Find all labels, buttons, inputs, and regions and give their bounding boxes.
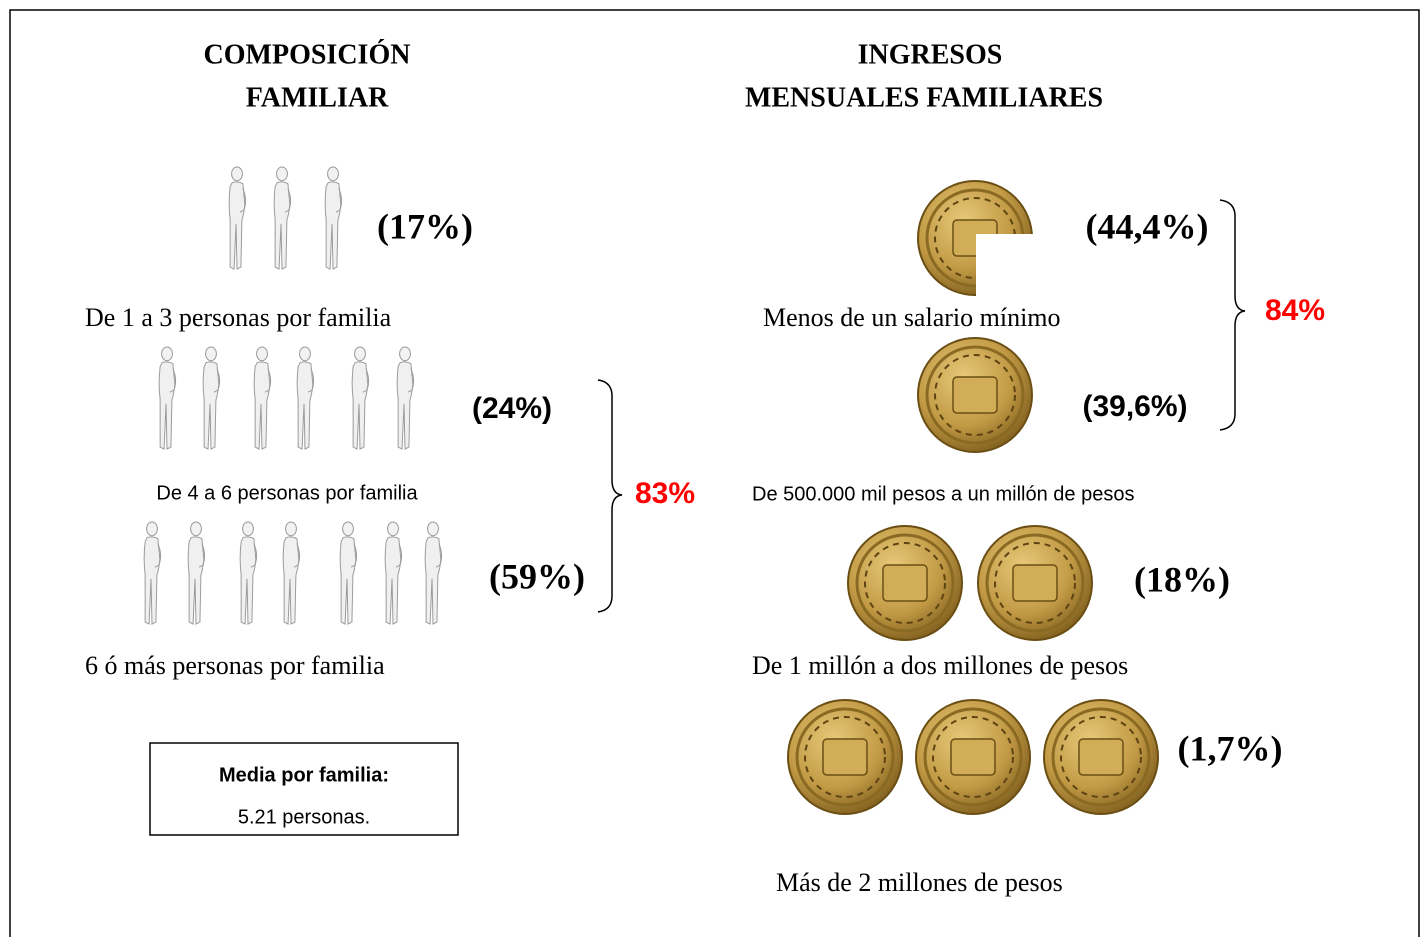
title: INGRESOS bbox=[858, 39, 1003, 70]
person-icon bbox=[274, 167, 290, 269]
coin-icon bbox=[788, 700, 902, 814]
percent: (39,6%) bbox=[1082, 390, 1187, 423]
percent: (44,4%) bbox=[1086, 206, 1209, 246]
total: 84% bbox=[1265, 294, 1325, 327]
coin-icon bbox=[918, 338, 1032, 452]
person-icon bbox=[144, 522, 160, 624]
percent: (18%) bbox=[1134, 559, 1230, 599]
person-icon bbox=[340, 522, 356, 624]
coin-icon bbox=[1044, 700, 1158, 814]
person-icon bbox=[188, 522, 204, 624]
group-label: Más de 2 millones de pesos bbox=[776, 868, 1063, 897]
percent: (24%) bbox=[472, 392, 552, 425]
percent: (17%) bbox=[377, 206, 473, 246]
brace bbox=[598, 380, 622, 612]
person-icon bbox=[203, 347, 219, 449]
person-icon bbox=[240, 522, 256, 624]
group-label: De 1 a 3 personas por familia bbox=[85, 303, 392, 332]
person-icon bbox=[425, 522, 441, 624]
coin-cutout bbox=[976, 234, 1036, 300]
person-icon bbox=[352, 347, 368, 449]
person-icon bbox=[297, 347, 313, 449]
title: COMPOSICIÓN bbox=[204, 39, 411, 70]
group-label: De 4 a 6 personas por familia bbox=[156, 482, 418, 504]
person-icon bbox=[229, 167, 245, 269]
coin-icon bbox=[848, 526, 962, 640]
total: 83% bbox=[635, 477, 695, 510]
percent: (1,7%) bbox=[1178, 728, 1283, 768]
person-icon bbox=[397, 347, 413, 449]
title: MENSUALES FAMILIARES bbox=[745, 82, 1103, 113]
person-icon bbox=[159, 347, 175, 449]
person-icon bbox=[385, 522, 401, 624]
person-icon bbox=[254, 347, 270, 449]
group-label: Menos de un salario mínimo bbox=[763, 303, 1061, 332]
coin-icon bbox=[978, 526, 1092, 640]
title: FAMILIAR bbox=[246, 82, 389, 113]
summary-heading: Media por familia: bbox=[219, 764, 389, 786]
brace bbox=[1220, 200, 1245, 430]
group-label: De 1 millón a dos millones de pesos bbox=[752, 651, 1128, 680]
percent: (59%) bbox=[489, 556, 585, 596]
summary-value: 5.21 personas. bbox=[238, 806, 370, 828]
group-label: De 500.000 mil pesos a un millón de peso… bbox=[752, 483, 1134, 505]
coin-icon bbox=[916, 700, 1030, 814]
person-icon bbox=[325, 167, 341, 269]
person-icon bbox=[283, 522, 299, 624]
infographic: COMPOSICIÓN FAMILIAR INGRESOS MENSUALES … bbox=[0, 0, 1421, 937]
group-label: 6 ó más personas por familia bbox=[85, 651, 385, 680]
